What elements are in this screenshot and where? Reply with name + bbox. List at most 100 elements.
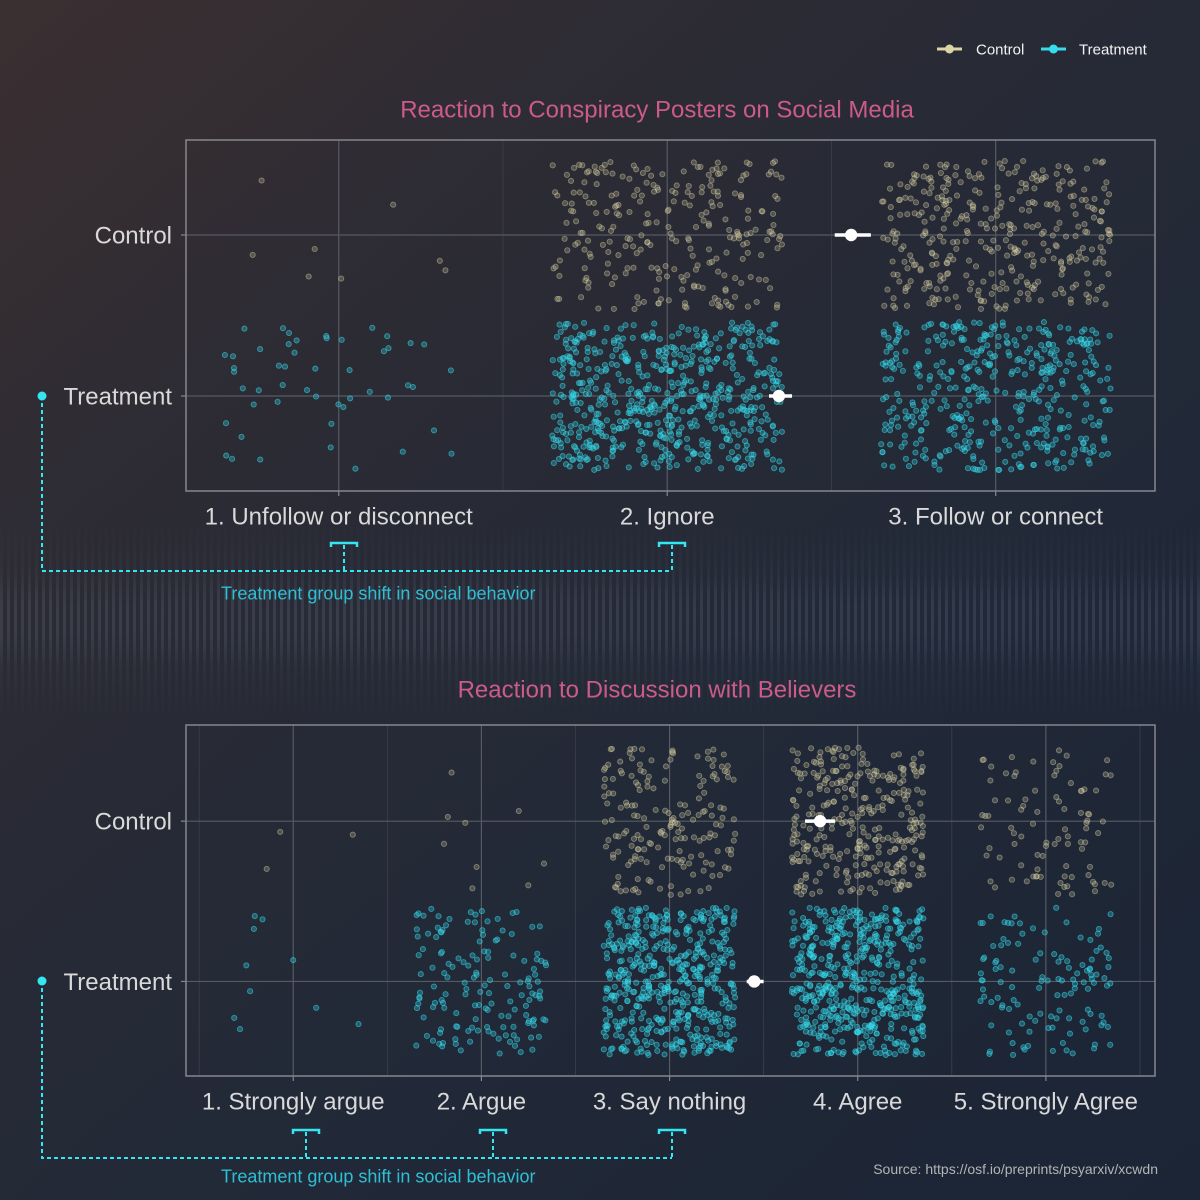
point-control: [717, 822, 724, 829]
point-treatment: [989, 373, 996, 380]
point-treatment: [711, 913, 718, 920]
point-treatment: [984, 342, 991, 349]
point-control: [655, 844, 662, 851]
point-treatment: [803, 1041, 810, 1048]
point-treatment: [667, 999, 674, 1006]
point-control: [1083, 819, 1090, 826]
point-treatment: [710, 974, 717, 981]
point-control: [941, 164, 949, 171]
point-treatment: [837, 1026, 844, 1033]
point-treatment: [1005, 1029, 1012, 1036]
point-control: [685, 235, 692, 242]
point-treatment: [669, 417, 677, 424]
point-treatment: [679, 1051, 686, 1058]
point-treatment: [1028, 360, 1035, 367]
point-control: [1023, 279, 1030, 286]
point-control: [692, 266, 699, 273]
point-control: [581, 265, 588, 272]
point-treatment: [481, 982, 488, 989]
point-control: [856, 838, 863, 845]
point-treatment: [526, 996, 533, 1003]
point-treatment: [635, 392, 642, 399]
point-control: [707, 830, 714, 837]
point-control: [690, 834, 698, 841]
point-treatment: [896, 361, 903, 368]
point-treatment: [624, 1038, 631, 1045]
point-control: [926, 239, 933, 246]
point-control: [822, 847, 829, 854]
point-treatment: [1050, 364, 1057, 371]
point-treatment: [866, 937, 873, 945]
point-treatment: [700, 907, 707, 915]
point-treatment: [915, 1014, 922, 1022]
point-treatment: [635, 905, 642, 912]
point-control: [1030, 286, 1037, 293]
point-treatment: [719, 956, 726, 964]
point-treatment: [1041, 346, 1048, 353]
point-control: [991, 797, 999, 804]
point-control: [915, 211, 923, 219]
point-control: [626, 236, 634, 243]
point-treatment: [946, 447, 953, 454]
point-control: [462, 819, 469, 826]
point-treatment: [499, 927, 506, 934]
point-treatment: [976, 442, 983, 449]
point-control: [964, 168, 972, 175]
point-control: [1107, 231, 1114, 238]
point-treatment: [1001, 437, 1008, 444]
point-control: [800, 887, 808, 895]
point-treatment: [819, 939, 826, 946]
point-treatment: [1083, 368, 1090, 375]
point-control: [950, 256, 957, 263]
point-treatment: [934, 337, 941, 344]
point-control: [994, 184, 1001, 191]
point-treatment: [611, 399, 619, 406]
point-control: [740, 172, 747, 179]
point-control: [801, 770, 808, 777]
point-treatment: [640, 460, 647, 468]
point-control: [862, 870, 869, 877]
point-control: [721, 768, 728, 775]
point-control: [673, 238, 680, 245]
point-treatment: [446, 915, 453, 923]
point-control: [927, 174, 934, 181]
point-control: [865, 833, 872, 840]
point-treatment: [975, 398, 982, 405]
annotation-text: Treatment group shift in social behavior: [221, 1167, 536, 1187]
point-treatment: [448, 450, 455, 457]
point-treatment: [673, 442, 680, 449]
point-control: [1085, 872, 1092, 879]
point-control: [932, 253, 939, 260]
point-control: [1063, 863, 1070, 870]
point-treatment: [1105, 364, 1112, 371]
chart-conspiracy-posters: 1. Unfollow or disconnect 2. Ignore 3. Fol…: [64, 139, 1156, 531]
point-treatment: [762, 411, 769, 418]
point-control: [812, 759, 819, 766]
point-treatment: [528, 1034, 535, 1041]
point-treatment: [878, 941, 885, 948]
point-control: [713, 255, 720, 262]
point-treatment: [740, 426, 747, 433]
point-treatment: [718, 424, 725, 431]
point-control: [810, 758, 818, 765]
point-treatment: [335, 401, 342, 408]
point-treatment: [346, 367, 353, 374]
point-control: [964, 230, 971, 237]
point-treatment: [892, 321, 899, 328]
point-control: [855, 838, 862, 845]
point-control: [896, 836, 903, 843]
point-control: [868, 854, 875, 861]
point-control: [892, 304, 899, 312]
point-treatment: [1038, 444, 1045, 451]
point-control: [886, 185, 894, 192]
point-treatment: [799, 986, 806, 993]
point-control: [972, 187, 979, 194]
point-control: [830, 798, 837, 805]
point-treatment: [559, 424, 566, 431]
point-control: [720, 751, 727, 758]
point-control: [717, 303, 724, 310]
point-control: [1007, 226, 1014, 233]
point-treatment: [798, 950, 805, 957]
point-treatment: [484, 1006, 491, 1013]
point-control: [628, 772, 635, 779]
